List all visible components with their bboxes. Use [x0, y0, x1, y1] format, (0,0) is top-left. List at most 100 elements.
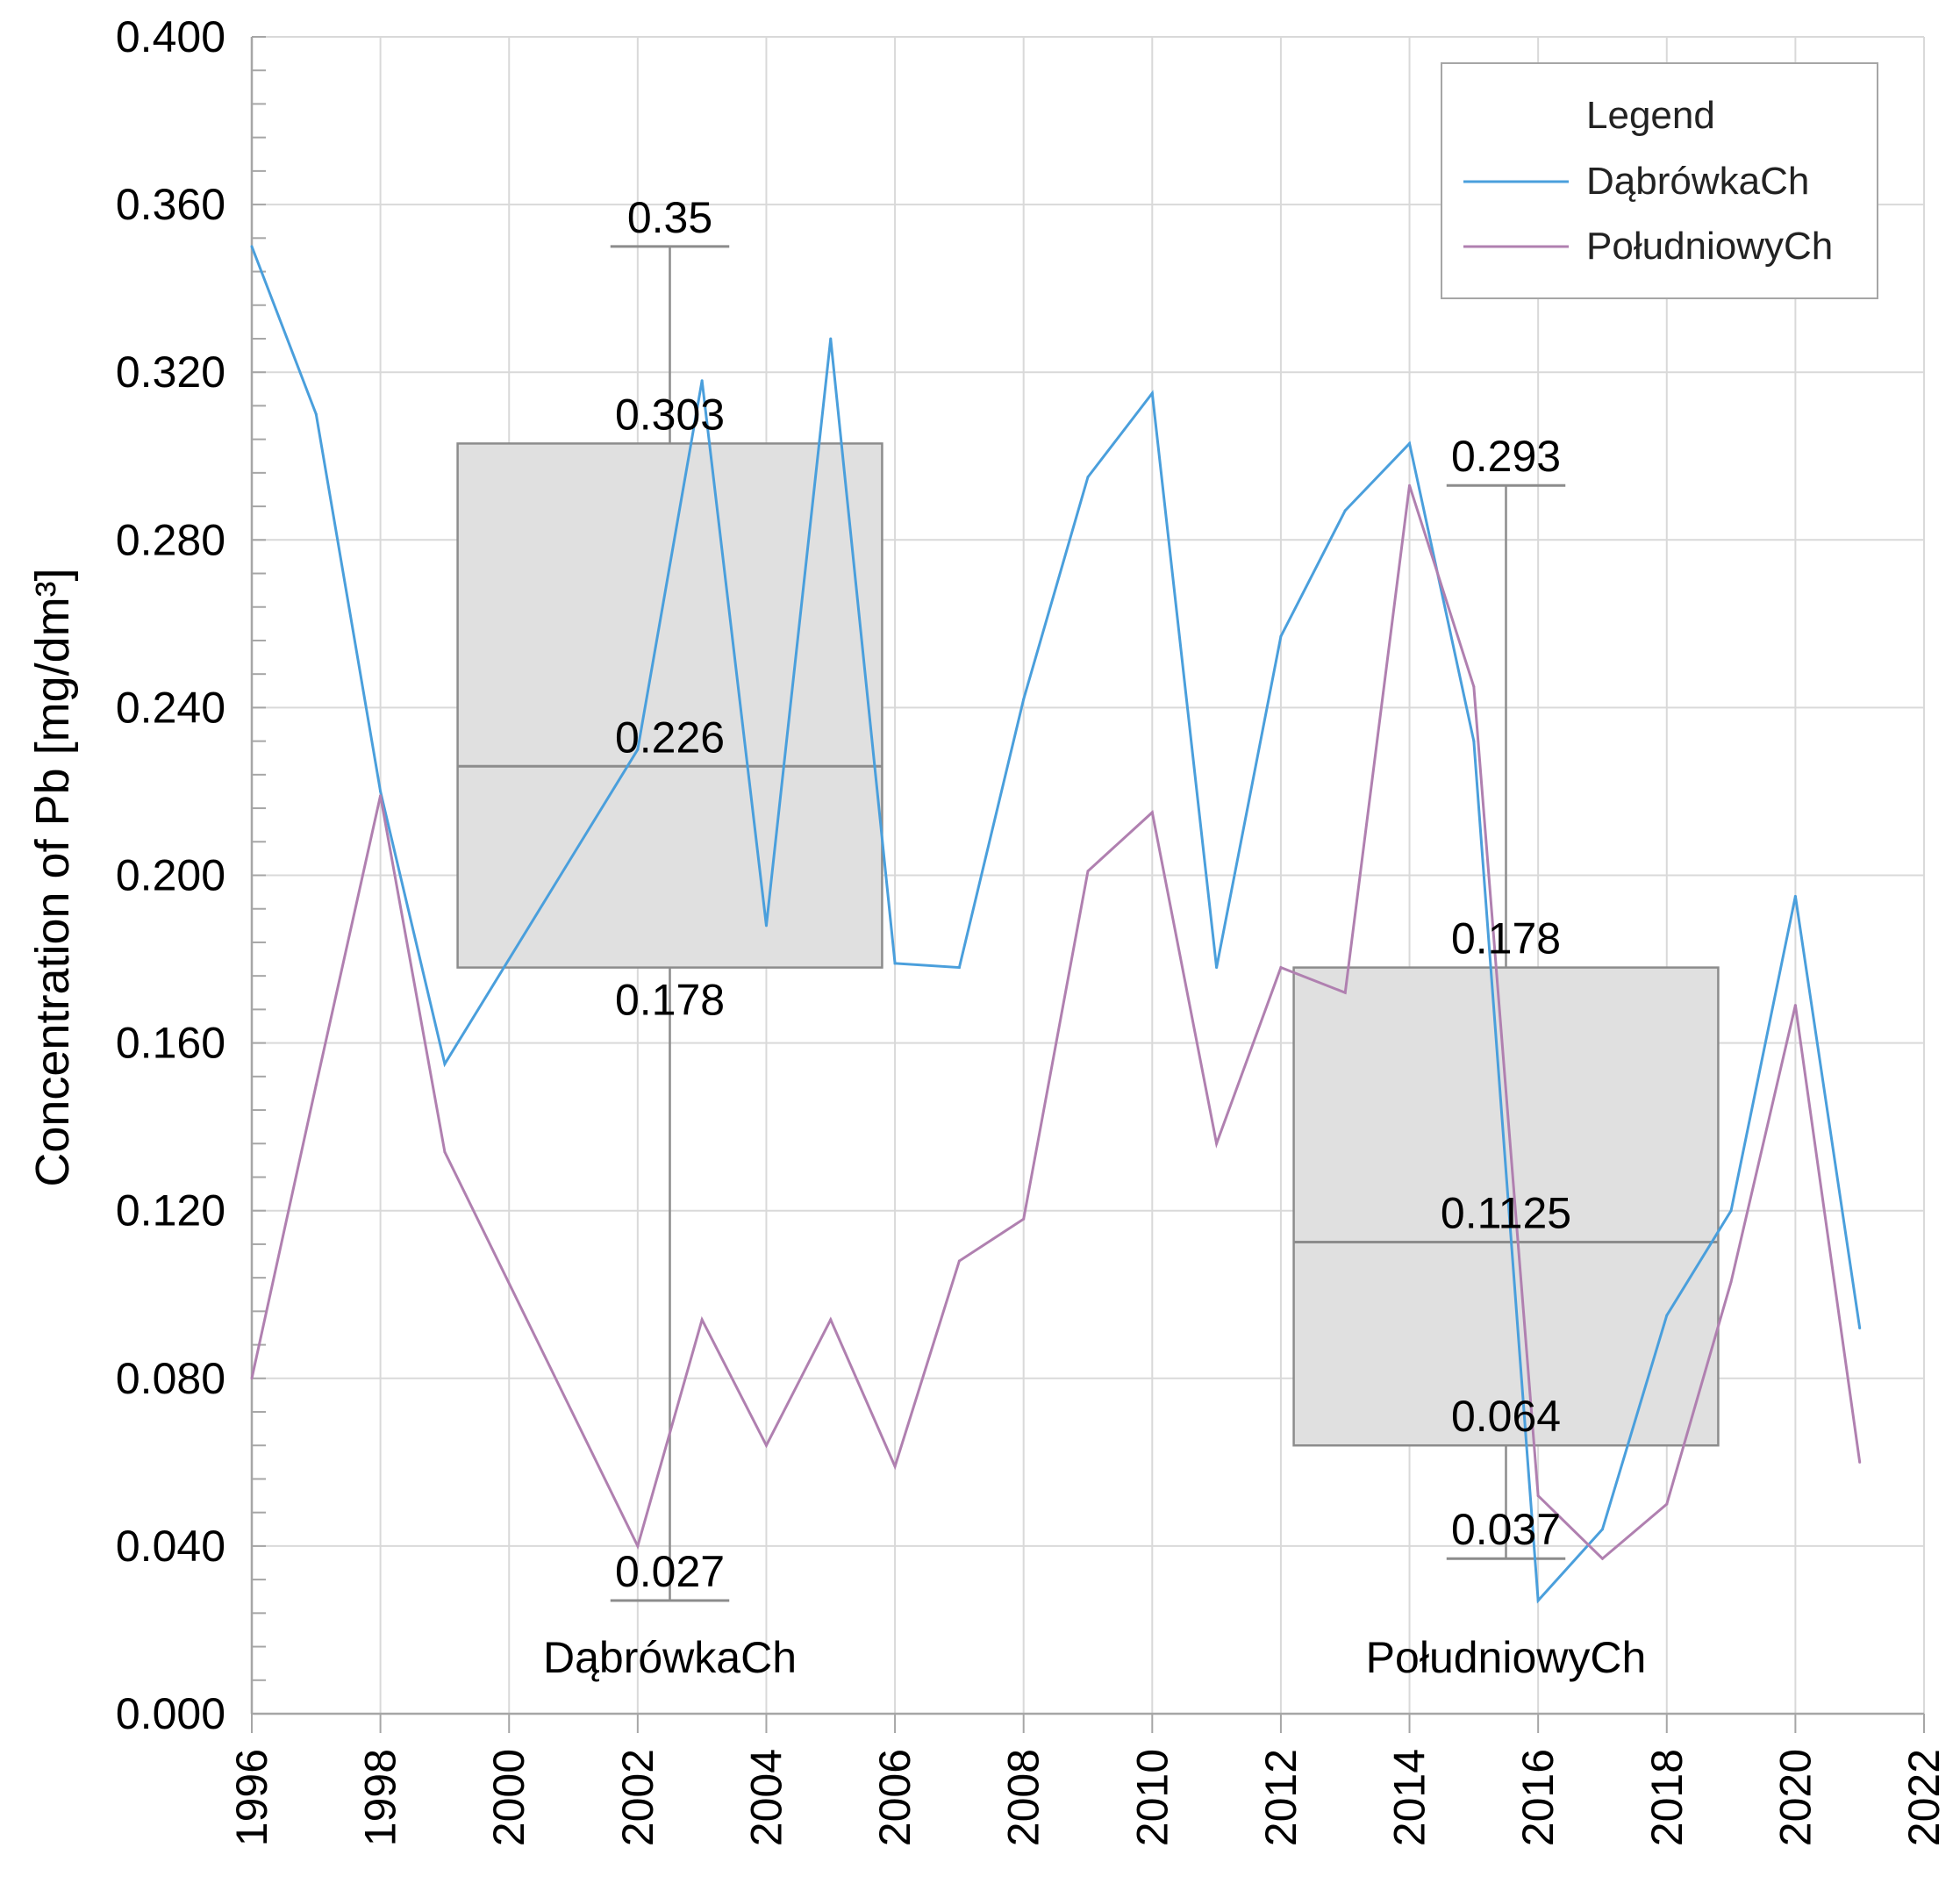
series-point-poludniowych — [1408, 483, 1412, 487]
x-tick-label: 2018 — [1642, 1749, 1692, 1846]
y-tick-label: 0.200 — [116, 851, 225, 900]
series-point-poludniowych — [1086, 870, 1090, 873]
series-point-poludniowych — [1600, 1557, 1604, 1560]
x-tick-label: 2008 — [999, 1749, 1048, 1846]
series-point-poludniowych — [1022, 1217, 1026, 1221]
series-point-poludniowych — [443, 1150, 447, 1154]
series-point-poludniowych — [636, 1544, 640, 1548]
series-point-poludniowych — [957, 1259, 961, 1263]
series-point-poludniowych — [314, 1083, 318, 1086]
series-point-poludniowych — [1793, 1004, 1797, 1007]
boxplot-q3-label-dabrowkach: 0.303 — [615, 390, 725, 439]
series-point-dabrowkach — [1472, 740, 1476, 743]
boxplot-q1-label-dabrowkach: 0.178 — [615, 976, 725, 1025]
series-point-poludniowych — [829, 1318, 833, 1321]
boxplot-layer — [456, 245, 1720, 1602]
boxplot-max-label-dabrowkach: 0.35 — [627, 193, 712, 242]
y-tick-label: 0.040 — [116, 1522, 225, 1571]
boxplot-min-label-poludniowych: 0.037 — [1451, 1505, 1561, 1554]
x-tick-label: 2014 — [1385, 1749, 1434, 1846]
series-line-poludniowych — [250, 484, 1862, 1561]
boxplot-category-label-poludniowych: PołudniowyCh — [1366, 1633, 1647, 1682]
x-tick-label: 2022 — [1899, 1749, 1949, 1846]
x-tick-label: 2000 — [484, 1749, 533, 1846]
series-point-poludniowych — [1150, 811, 1154, 814]
series-point-dabrowkach — [893, 962, 897, 965]
series-point-poludniowych — [1858, 1460, 1862, 1464]
series-point-dabrowkach — [700, 379, 704, 383]
series-point-dabrowkach — [1086, 476, 1090, 479]
series-point-dabrowkach — [1343, 509, 1347, 512]
boxplot-median-label-dabrowkach: 0.226 — [615, 713, 725, 762]
series-point-dabrowkach — [1729, 1209, 1733, 1213]
series-point-dabrowkach — [1022, 698, 1026, 701]
series-point-dabrowkach — [957, 966, 961, 970]
series-point-poludniowych — [700, 1318, 704, 1321]
boxplot-category-label-dabrowkach: DąbrówkaCh — [543, 1633, 797, 1682]
x-tick-label: 2006 — [870, 1749, 919, 1846]
series-line-dabrowkach — [250, 246, 1862, 1604]
y-tick-label: 0.280 — [116, 515, 225, 564]
y-tick-label: 0.120 — [116, 1186, 225, 1235]
series-point-dabrowkach — [1793, 894, 1797, 898]
y-tick-label: 0.000 — [116, 1689, 225, 1738]
boxplot-min-label-dabrowkach: 0.027 — [615, 1547, 725, 1596]
series-point-poludniowych — [1343, 991, 1347, 994]
boxplot-median-label-poludniowych: 0.1125 — [1441, 1189, 1571, 1238]
axis-layer: 0.000 0.040 0.080 0.120 0.160 0.200 0.240 0.280… — [116, 12, 1949, 1846]
series-point-dabrowkach — [1536, 1599, 1540, 1602]
series-point-dabrowkach — [1665, 1314, 1669, 1317]
series-point-dabrowkach — [829, 337, 833, 340]
series-point-poludniowych — [1536, 1494, 1540, 1498]
x-tick-label: 2020 — [1770, 1749, 1820, 1846]
series-point-dabrowkach — [1408, 441, 1412, 445]
series-point-poludniowych — [1665, 1502, 1669, 1506]
series-point-dabrowkach — [1215, 966, 1219, 970]
series-point-dabrowkach — [443, 1062, 447, 1065]
series-point-dabrowkach — [1858, 1326, 1862, 1329]
label-layer: 0.35 0.303 0.226 0.178 0.027 DąbrówkaCh 0.293 0… — [543, 193, 1646, 1682]
series-point-dabrowkach — [636, 748, 640, 751]
series-point-dabrowkach — [1600, 1528, 1604, 1531]
boxplot-q1-label-poludniowych: 0.064 — [1451, 1392, 1561, 1441]
series-point-poludniowych — [250, 1377, 254, 1380]
x-tick-label: 2012 — [1256, 1749, 1305, 1846]
series-point-poludniowych — [1472, 685, 1476, 689]
boxplot-box-dabrowkach — [456, 442, 883, 969]
x-tick-label: 1996 — [227, 1749, 276, 1846]
x-tick-label: 1998 — [356, 1749, 405, 1846]
series-point-dabrowkach — [764, 924, 768, 928]
y-tick-label: 0.400 — [116, 12, 225, 61]
y-axis-title: Concentration of Pb [mg/dm³] — [26, 568, 79, 1186]
legend-label-poludniowych: PołudniowyCh — [1586, 225, 1833, 268]
y-tick-label: 0.160 — [116, 1019, 225, 1068]
series-point-poludniowych — [893, 1465, 897, 1468]
x-tick-label: 2010 — [1127, 1749, 1177, 1846]
series-point-poludniowych — [764, 1443, 768, 1447]
y-tick-label: 0.320 — [116, 347, 225, 397]
series-layer — [250, 245, 1862, 1604]
series-point-dabrowkach — [1150, 391, 1154, 395]
y-tick-label: 0.080 — [116, 1354, 225, 1403]
legend-label-dabrowkach: DąbrówkaCh — [1586, 160, 1809, 203]
boxplot-max-label-poludniowych: 0.293 — [1451, 432, 1561, 481]
boxplot-q3-label-poludniowych: 0.178 — [1451, 914, 1561, 963]
x-tick-label: 2002 — [613, 1749, 662, 1846]
series-point-poludniowych — [1215, 1142, 1219, 1145]
y-tick-label: 0.360 — [116, 180, 225, 229]
legend: Legend DąbrówkaCh PołudniowyCh — [1441, 62, 1878, 299]
x-tick-label: 2004 — [741, 1749, 790, 1846]
series-point-poludniowych — [1279, 966, 1283, 970]
legend-title: Legend — [1586, 94, 1715, 137]
x-tick-label: 2016 — [1513, 1749, 1563, 1846]
series-point-poludniowych — [379, 794, 383, 798]
y-tick-label: 0.240 — [116, 683, 225, 732]
series-point-dabrowkach — [379, 790, 383, 793]
series-point-dabrowkach — [1279, 634, 1283, 638]
series-point-dabrowkach — [314, 412, 318, 416]
series-point-dabrowkach — [250, 245, 254, 248]
boxplot-box-poludniowych — [1292, 966, 1720, 1447]
series-point-poludniowych — [1729, 1280, 1733, 1284]
